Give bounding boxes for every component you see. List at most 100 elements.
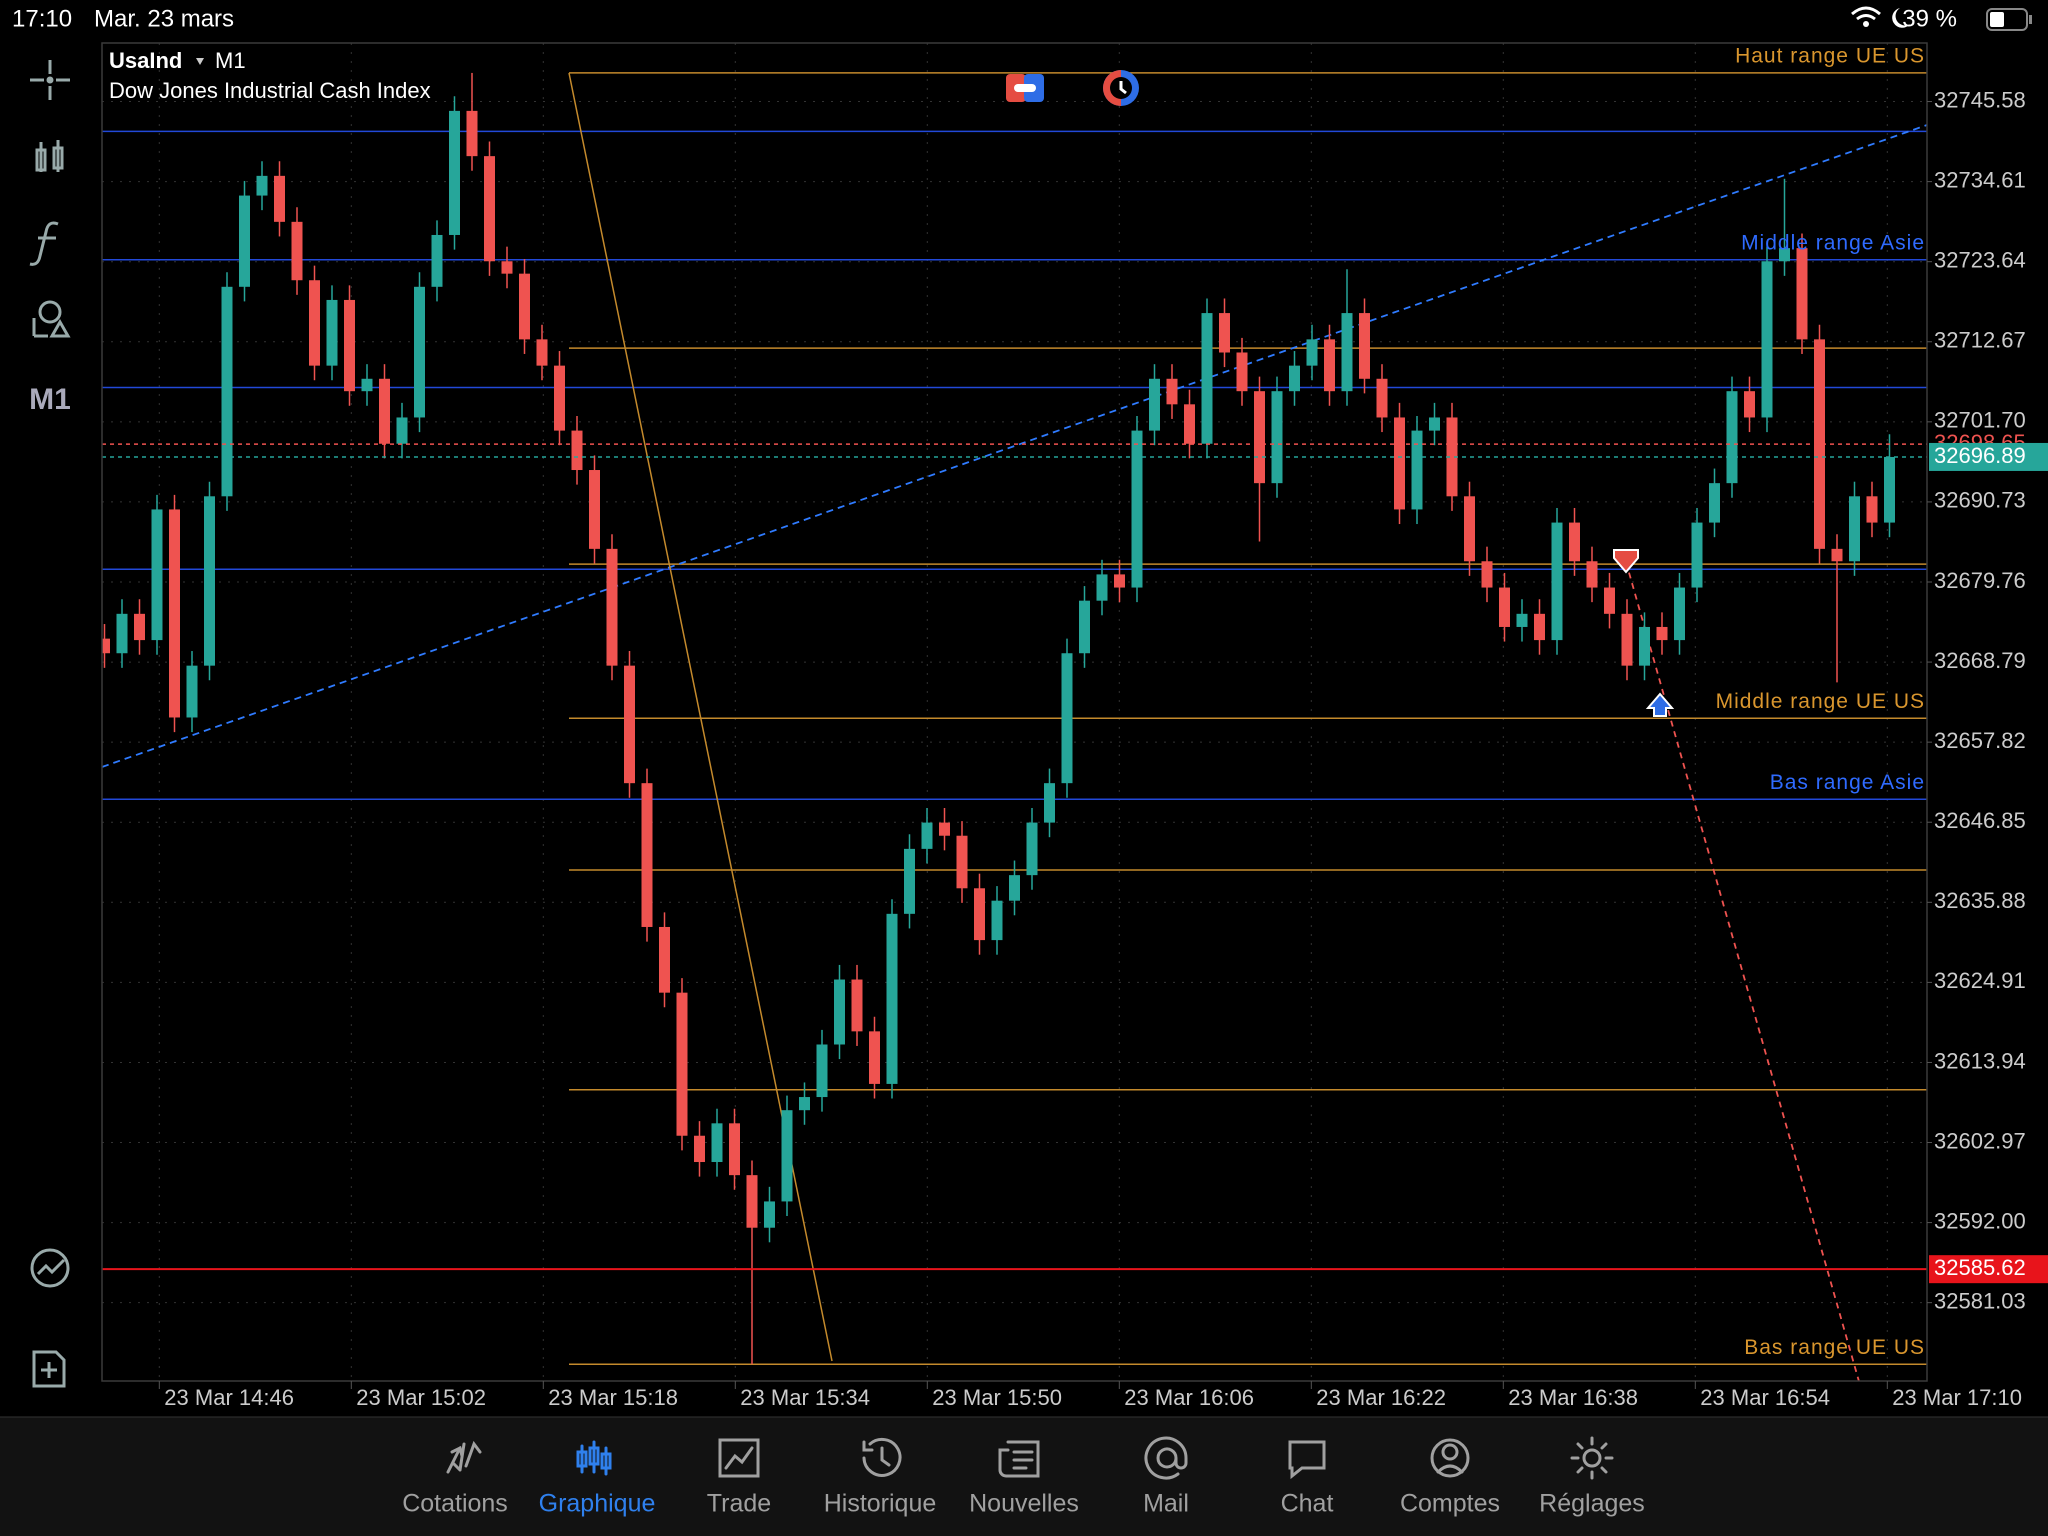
level-label: Middle range Asie (1741, 231, 1925, 254)
candle-body (851, 979, 863, 1032)
candle-body (1114, 574, 1125, 588)
x-tick-label: 23 Mar 15:18 (548, 1385, 678, 1410)
candle-body (1044, 783, 1055, 823)
indicators-button[interactable] (29, 221, 59, 266)
candle-body (1884, 456, 1895, 523)
tab[interactable]: Nouvelles (969, 1440, 1079, 1518)
new-order-button[interactable] (32, 1350, 66, 1388)
candle-body (1796, 248, 1808, 340)
objects-button[interactable] (32, 300, 71, 338)
chart-type-button[interactable] (35, 140, 64, 172)
candle-body (396, 417, 408, 444)
price-tag (1929, 442, 2048, 471)
candle-body (676, 992, 688, 1136)
candle-body (1849, 496, 1860, 562)
candle-body (799, 1097, 810, 1111)
candle-body (274, 175, 285, 222)
candle-body (1761, 261, 1773, 418)
battery-icon (1986, 8, 2032, 31)
candle-body (781, 1110, 793, 1202)
candle-body (1534, 613, 1545, 641)
symbol-dropdown[interactable] (196, 58, 204, 65)
x-tick-label: 23 Mar 15:02 (356, 1385, 486, 1410)
one-click-button[interactable] (1006, 74, 1044, 102)
candle-body (869, 1031, 880, 1084)
tab-icon (862, 1437, 902, 1477)
candle-body (729, 1123, 740, 1176)
tab-icon (576, 1440, 612, 1476)
trade-button[interactable] (30, 1248, 70, 1288)
axes: 32745.58 32734.61 32723.64 32712.67 32701.70… (158, 87, 2048, 1410)
tab[interactable]: Comptes (1400, 1438, 1500, 1518)
tab[interactable]: Mail (1143, 1436, 1189, 1518)
y-tick-label: 32657.82 (1934, 728, 2026, 753)
tab[interactable]: Chat (1281, 1440, 1334, 1518)
y-tick-label: 32679.76 (1934, 568, 2026, 593)
chart-timeframe: M1 (215, 48, 246, 73)
tab-icon (1430, 1438, 1470, 1478)
candle-body (1201, 313, 1213, 444)
candle-body (991, 900, 1003, 941)
tab-icon (1144, 1436, 1188, 1480)
price-tag-label: 32585.62 (1934, 1255, 2026, 1280)
crosshair-button[interactable] (30, 60, 70, 100)
candle-body (1446, 417, 1458, 497)
y-tick-label: 32646.85 (1934, 808, 2026, 833)
tab[interactable]: Historique (824, 1437, 937, 1518)
y-tick-label: 32624.91 (1934, 968, 2026, 993)
y-tick-label: 32701.70 (1934, 408, 2026, 433)
x-tick-label: 23 Mar 16:22 (1316, 1385, 1446, 1410)
candle-body (816, 1044, 828, 1098)
tab-label: Nouvelles (969, 1490, 1079, 1518)
level-label: Middle range UE US (1716, 690, 1925, 713)
tab[interactable]: Graphique (539, 1440, 656, 1518)
y-tick-label: 32635.88 (1934, 888, 2026, 913)
candle-body (1341, 313, 1353, 392)
candle-body (431, 234, 443, 287)
candle-body (641, 783, 653, 927)
level-label: Bas range Asie (1770, 771, 1925, 794)
candle-body (554, 365, 565, 431)
y-tick-label: 32602.97 (1934, 1128, 2026, 1153)
candle-body (1131, 430, 1143, 588)
sell-marker (1613, 549, 1639, 574)
tab[interactable]: Cotations (402, 1440, 508, 1518)
tab-icon (1570, 1436, 1614, 1480)
tab-label: Chat (1281, 1490, 1334, 1518)
tab-icon (718, 1438, 760, 1478)
tab-label: Réglages (1539, 1490, 1645, 1518)
candle-body (1814, 339, 1825, 549)
timeframe-button[interactable]: M1 (29, 383, 71, 416)
x-tick-label: 23 Mar 16:06 (1124, 1385, 1254, 1410)
y-tick-label: 32613.94 (1934, 1048, 2026, 1073)
tab-label: Mail (1143, 1490, 1189, 1518)
candle-body (449, 110, 460, 235)
candle-body (1709, 483, 1720, 523)
tab-label: Graphique (539, 1490, 656, 1518)
candle-body (361, 378, 373, 392)
candle-body (1744, 391, 1755, 418)
tab[interactable]: Trade (707, 1438, 771, 1518)
candle-body (1569, 522, 1580, 562)
y-tick-label: 32734.61 (1934, 167, 2026, 192)
candle-body (1254, 391, 1265, 484)
candle-body (169, 509, 180, 718)
tab-label: Comptes (1400, 1490, 1500, 1518)
level-label: Bas range UE US (1744, 1336, 1925, 1359)
tab[interactable]: Réglages (1539, 1436, 1645, 1518)
candle-body (134, 613, 145, 641)
candle-body (1604, 587, 1615, 614)
candle-body (1166, 378, 1178, 405)
history-button[interactable] (1103, 70, 1139, 106)
x-tick-label: 23 Mar 16:54 (1700, 1385, 1830, 1410)
candle-body (1026, 822, 1038, 876)
candle-body (939, 822, 950, 836)
candle-body (1726, 391, 1738, 484)
symbol[interactable]: UsaInd (109, 48, 182, 73)
candle-body (1289, 365, 1300, 392)
candle-body (1184, 404, 1195, 444)
candle-body (589, 470, 600, 549)
y-tick-label: 32592.00 (1934, 1208, 2026, 1233)
